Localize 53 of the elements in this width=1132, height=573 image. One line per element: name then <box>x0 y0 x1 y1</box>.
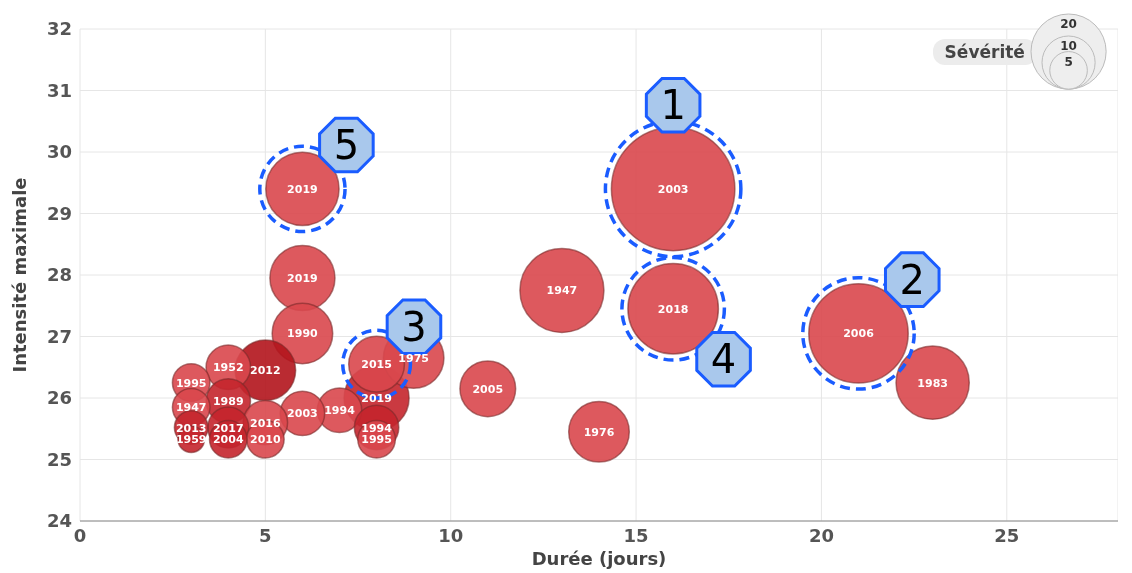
series-label: 1994 <box>361 421 393 435</box>
series-label: 2019 <box>287 182 318 196</box>
y-tick-label: 30 <box>46 141 72 163</box>
x-tick-label: 0 <box>73 524 87 546</box>
series-label: 1975 <box>398 352 429 366</box>
series-label: 1995 <box>175 376 207 390</box>
y-tick-label: 31 <box>46 79 72 101</box>
annotation: 2 <box>899 256 925 303</box>
legend-title: Sévérité <box>932 38 1037 65</box>
series-label: 2012 <box>250 364 281 378</box>
annotation: 3 <box>401 303 427 350</box>
y-tick-label: 29 <box>46 202 72 224</box>
series-label: 2015 <box>361 358 392 372</box>
series-label: 1983 <box>917 376 948 390</box>
x-tick-label: 15 <box>623 524 649 546</box>
series-label: 1989 <box>212 395 244 409</box>
y-tick-label: 26 <box>46 387 72 409</box>
series-label: 2003 <box>657 182 689 196</box>
series-label: 1947 <box>175 401 207 415</box>
x-tick-label: 25 <box>994 524 1020 546</box>
series-label: 2016 <box>250 416 282 430</box>
series-label: 2018 <box>657 302 689 316</box>
series-label: 2005 <box>472 382 504 396</box>
series-label: 1990 <box>287 327 319 341</box>
annotation: 5 <box>333 121 360 168</box>
series-label: 2004 <box>212 433 244 447</box>
y-tick-label: 24 <box>46 510 72 532</box>
x-tick-label: 20 <box>808 524 834 546</box>
annotation: 1 <box>660 82 686 129</box>
series-label: 1994 <box>324 404 356 418</box>
x-tick-label: 10 <box>438 524 464 546</box>
x-axis-title: Durée (jours) <box>531 548 667 569</box>
series-label: 2017 <box>212 421 244 435</box>
y-tick-label: 32 <box>46 18 72 40</box>
series-label: 1952 <box>212 361 244 375</box>
y-tick-label: 27 <box>46 325 72 347</box>
x-tick-label: 5 <box>259 524 272 546</box>
y-axis-title: Intensité maximale <box>9 177 31 373</box>
series-label: 1976 <box>583 425 615 439</box>
series-label: 1995 <box>361 433 392 447</box>
series-label: 2019 <box>361 392 392 405</box>
series-label: 2019 <box>287 272 318 286</box>
y-tick-label: 25 <box>46 448 72 470</box>
series-label: 2010 <box>250 433 282 447</box>
legend-label: 20 <box>1060 17 1077 31</box>
annotation: 4 <box>710 336 737 383</box>
y-tick-label: 28 <box>46 264 72 286</box>
legend-label: 10 <box>1060 39 1077 54</box>
series-label: 2006 <box>843 327 875 341</box>
series-label: 2013 <box>175 421 207 435</box>
series-label: 1947 <box>546 284 578 298</box>
legend-label: 5 <box>1064 54 1073 69</box>
series-label: 2003 <box>287 407 318 421</box>
